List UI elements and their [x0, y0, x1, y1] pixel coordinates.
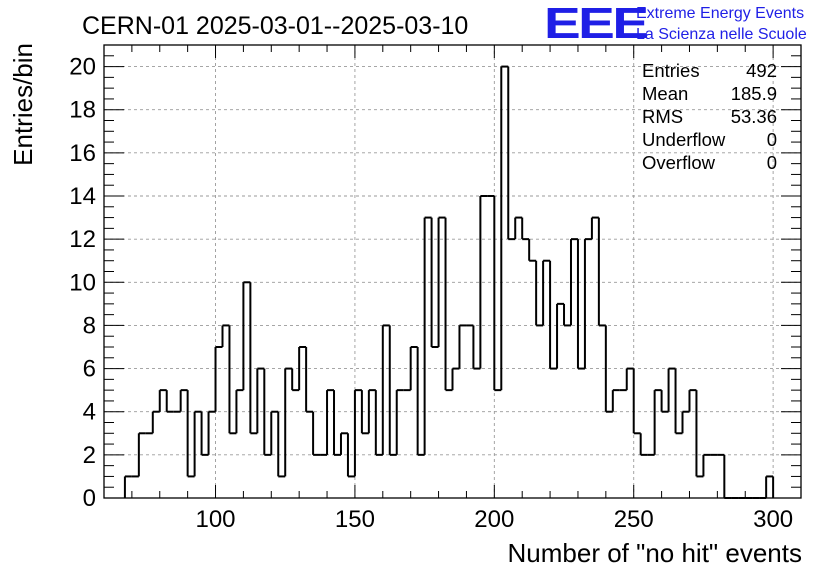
- y-tick-label: 20: [69, 54, 96, 81]
- y-tick-label: 6: [83, 356, 96, 383]
- eee-logo-line1: Extreme Energy Events: [636, 5, 805, 22]
- stats-value: 492: [746, 60, 777, 81]
- y-tick-label: 14: [69, 183, 96, 210]
- stats-label: Overflow: [642, 152, 716, 173]
- x-tick-label: 300: [753, 506, 793, 533]
- y-tick-label: 4: [83, 399, 96, 426]
- stats-value: 185.9: [731, 83, 777, 104]
- tick-labels: 100 150 200 250 300 0 2 4 6 8 10 12 14 16 18 20: [69, 54, 793, 533]
- histogram-series: [123, 65, 775, 499]
- stats-label: Underflow: [642, 129, 726, 150]
- y-axis-label: Entries/bin: [8, 43, 38, 166]
- y-tick-label: 2: [83, 442, 96, 469]
- y-tick-label: 12: [69, 226, 96, 253]
- plot-frame: [103, 44, 802, 499]
- stats-value: 53.36: [731, 106, 777, 127]
- y-tick-label: 0: [83, 485, 96, 512]
- stats-value: 0: [767, 152, 777, 173]
- chart-title: CERN-01 2025-03-01--2025-03-10: [82, 12, 468, 40]
- eee-logo-text: Extreme Energy Events La Scienza nelle S…: [636, 3, 807, 45]
- stats-value: 0: [767, 129, 777, 150]
- eee-logo: EEE: [544, 0, 649, 48]
- stats-label: Mean: [642, 83, 688, 104]
- eee-logo-line2: La Scienza nelle Scuole: [636, 26, 807, 43]
- y-tick-label: 8: [83, 312, 96, 339]
- x-axis-label: Number of "no hit" events: [508, 538, 803, 568]
- y-tick-label: 16: [69, 140, 96, 167]
- x-tick-label: 200: [474, 506, 514, 533]
- x-tick-label: 250: [614, 506, 654, 533]
- stats-label: Entries: [642, 60, 700, 81]
- stats-label: RMS: [642, 106, 683, 127]
- x-tick-label: 100: [195, 506, 235, 533]
- y-tick-label: 18: [69, 97, 96, 124]
- axis-ticks: [104, 45, 801, 499]
- y-tick-label: 10: [69, 269, 96, 296]
- x-tick-label: 150: [335, 506, 375, 533]
